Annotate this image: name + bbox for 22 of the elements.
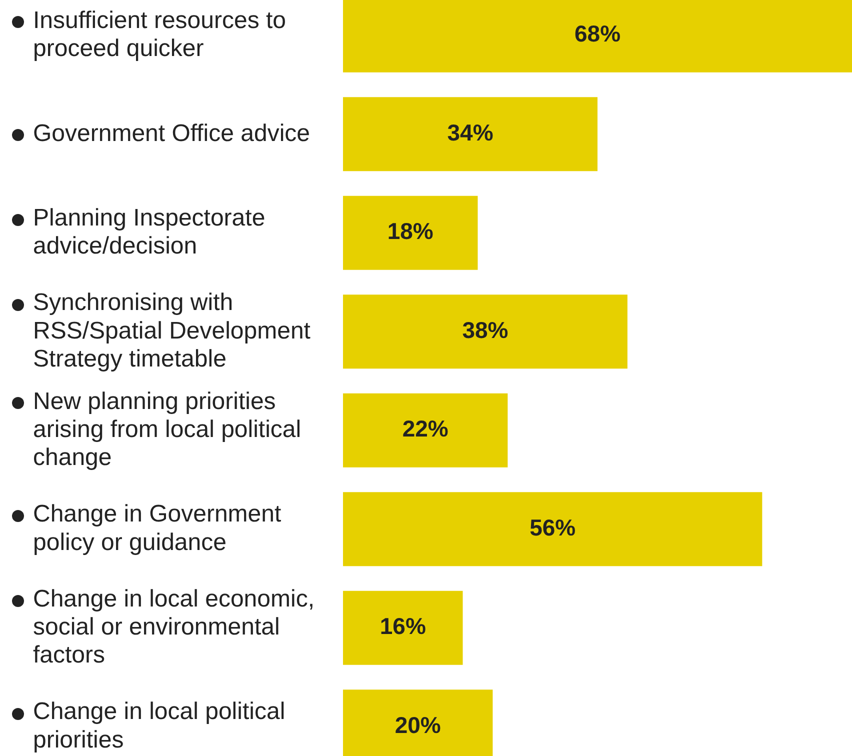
y-tick-label: Change in Government policy or guidance [33, 500, 282, 556]
y-tick-label: New planning priorities arising from local political change [33, 388, 302, 471]
data-label: 20% [394, 712, 441, 738]
y-tick-label: Government Office advice [33, 120, 310, 147]
bar [343, 294, 628, 369]
data-label: 18% [387, 218, 434, 244]
data-label: 38% [462, 316, 508, 343]
y-tick-label: Insufficient resources to proceed quicker [33, 7, 286, 62]
data-label: 56% [530, 514, 576, 540]
data-label: 16% [380, 613, 426, 640]
bar [343, 393, 508, 468]
bar [343, 590, 463, 665]
y-tick-label: Synchronising with RSS/Spatial Development Strategy timetable [33, 289, 311, 372]
data-label: 68% [574, 20, 621, 47]
y-tick-label: Change in local political priorities [33, 698, 286, 754]
data-label: 34% [447, 119, 494, 146]
bar [343, 196, 478, 270]
data-label: 22% [402, 416, 448, 442]
y-tick-label: Planning Inspectorate advice/decision [33, 204, 266, 260]
bar [343, 97, 598, 172]
y-tick-label: Change in local economic, social or environmental factors [33, 586, 314, 668]
bar [343, 492, 762, 566]
